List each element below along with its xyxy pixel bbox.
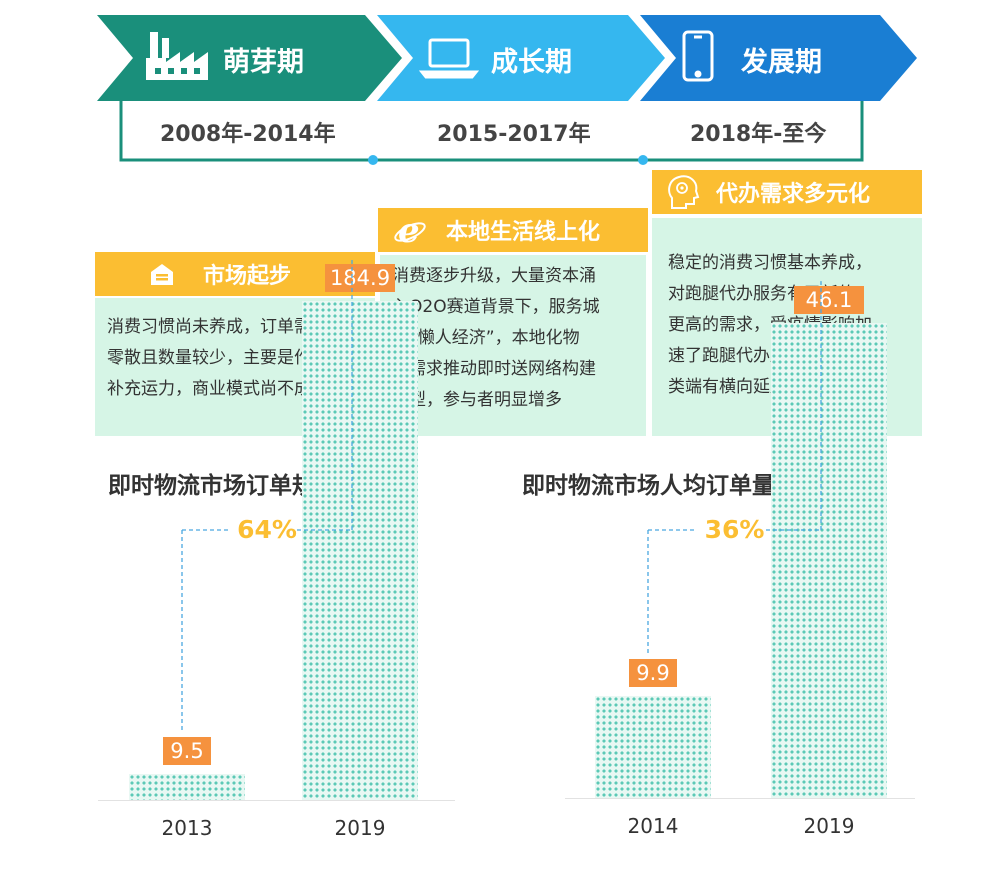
svg-text:e: e	[398, 213, 420, 247]
box-line: 消费逐步升级，大量资本涌	[392, 266, 596, 286]
stage-arrow-2	[377, 15, 665, 101]
ie-browser-icon: e	[394, 213, 426, 247]
stage-period-3: 2018年-至今	[690, 122, 827, 147]
phone-icon	[682, 30, 714, 82]
stage-period-1: 2008年-2014年	[160, 122, 336, 147]
box-title-text-2: 本地生活线上化	[446, 220, 601, 245]
laptop-icon	[418, 38, 480, 79]
chart-1-bar-2013	[129, 774, 245, 800]
chart-2-value-label-2019: 46.1	[794, 286, 864, 315]
timeline-graphic	[97, 15, 917, 165]
chart-2-bar-2019	[771, 323, 887, 798]
chart-2-tick-label-2019: 2019	[803, 814, 855, 838]
chart-1-growth-label: 64%	[237, 515, 297, 544]
timeline-dot-1	[368, 155, 378, 165]
chart-2-bar-2014	[595, 696, 711, 798]
stage-period-2: 2015-2017年	[437, 122, 591, 147]
chart-1-baseline	[98, 800, 455, 801]
chart-2-tick-label-2014: 2014	[627, 814, 679, 838]
chart-1-bar-2019	[302, 300, 418, 800]
box-line: 流需求推动即时送网络构建	[392, 359, 596, 379]
box-title-text-1: 市场起步	[203, 264, 292, 289]
timeline-dot-2	[638, 155, 648, 165]
box-line: 成型，参与者明显增多	[392, 390, 562, 410]
box-line: 市“懒人经济”，本地化物	[392, 328, 580, 348]
stage-label-1: 萌芽期	[223, 47, 304, 78]
chart-2-baseline	[565, 798, 915, 799]
chart-1-tick-label-2019: 2019	[334, 816, 386, 840]
box-line: 补充运力，商业模式尚不成熟	[107, 379, 328, 399]
box-line: 消费习惯尚未养成，订单需求	[107, 317, 328, 337]
timeline-bracket	[119, 101, 864, 162]
factory-icon	[146, 32, 208, 80]
stage-label-2: 成长期	[491, 47, 572, 78]
chart-1-value-label-2013: 9.5	[163, 737, 211, 766]
box-line: 稳定的消费习惯基本养成，	[668, 253, 872, 273]
box-body-2: 消费逐步升级，大量资本涌 入O2O赛道背景下，服务城 市“懒人经济”，本地化物 …	[380, 255, 646, 436]
chart-1-tick-label-2013: 2013	[161, 816, 213, 840]
box-line: 入O2O赛道背景下，服务城	[392, 297, 600, 317]
store-icon	[151, 264, 173, 285]
box-title-2: e 本地生活线上化	[378, 208, 648, 252]
chart-1-value-label-2019: 184.9	[325, 263, 395, 292]
chart-2-growth-label: 36%	[704, 515, 765, 544]
box-line: 类端有横向延展	[668, 377, 787, 397]
stage-label-3: 发展期	[741, 47, 822, 78]
box-title-3: 代办需求多元化	[652, 170, 922, 214]
box-title-text-3: 代办需求多元化	[716, 182, 871, 207]
brain-head-icon	[668, 175, 700, 209]
chart-2-value-label-2014: 9.9	[629, 659, 677, 688]
box-line: 零散且数量较少，主要是作为	[107, 348, 328, 368]
